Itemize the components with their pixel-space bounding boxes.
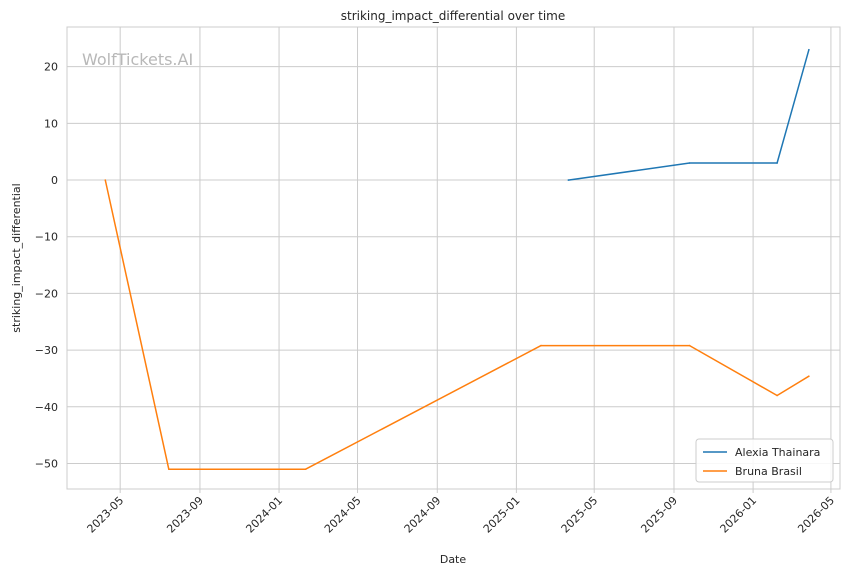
x-ticks: 2023-05 2023-09 2024-01 2024-05 2024-09 2025-…: [85, 489, 837, 536]
x-tick-label: 2023-09: [164, 494, 206, 536]
series-point-0: [567, 179, 570, 181]
y-tick-label: 20: [44, 61, 58, 74]
x-tick-label: 2026-01: [718, 494, 760, 536]
series-point-1: [104, 179, 107, 181]
x-tick-label: 2026-05: [795, 494, 837, 536]
x-tick-label: 2025-05: [559, 494, 601, 536]
y-tick-label: 10: [44, 117, 58, 130]
watermark: WolfTickets.AI: [82, 50, 193, 69]
y-tick-label: −20: [35, 287, 58, 300]
plot-area: [66, 26, 841, 490]
legend-label-0: Alexia Thainara: [735, 446, 820, 459]
series-point-1: [304, 468, 307, 470]
x-axis-title: Date: [440, 553, 467, 566]
series-point-1: [776, 394, 778, 397]
y-axis-title: striking_impact_differential: [10, 183, 23, 332]
x-tick-label: 2024-01: [243, 494, 285, 536]
legend-box: [695, 438, 834, 483]
series-point-0: [776, 162, 778, 164]
y-tick-label: 0: [51, 174, 58, 187]
series-point-1: [168, 468, 170, 470]
x-tick-label: 2025-01: [481, 494, 523, 536]
series-point-0: [808, 48, 810, 51]
x-tick-label: 2025-09: [638, 494, 680, 536]
grid: [67, 27, 840, 489]
series-lines: [104, 48, 810, 470]
y-ticks: 20 10 0 −10 −20 −30 −40 −50: [35, 61, 58, 471]
legend: Alexia Thainara Bruna Brasil: [695, 438, 834, 483]
legend-label-1: Bruna Brasil: [735, 465, 802, 478]
series-point-1: [540, 344, 542, 347]
series-line-0: [568, 49, 810, 181]
y-tick-label: −30: [35, 344, 58, 357]
y-tick-label: −40: [35, 401, 58, 414]
x-tick-label: 2024-09: [402, 494, 444, 536]
y-tick-label: −10: [35, 231, 58, 244]
series-point-1: [808, 375, 810, 377]
x-tick-label: 2023-05: [85, 494, 127, 536]
x-tick-label: 2024-05: [322, 494, 364, 536]
chart-title: striking_impact_differential over time: [341, 9, 566, 23]
series-point-0: [688, 162, 691, 164]
series-point-1: [688, 344, 691, 347]
y-tick-label: −50: [35, 457, 58, 470]
